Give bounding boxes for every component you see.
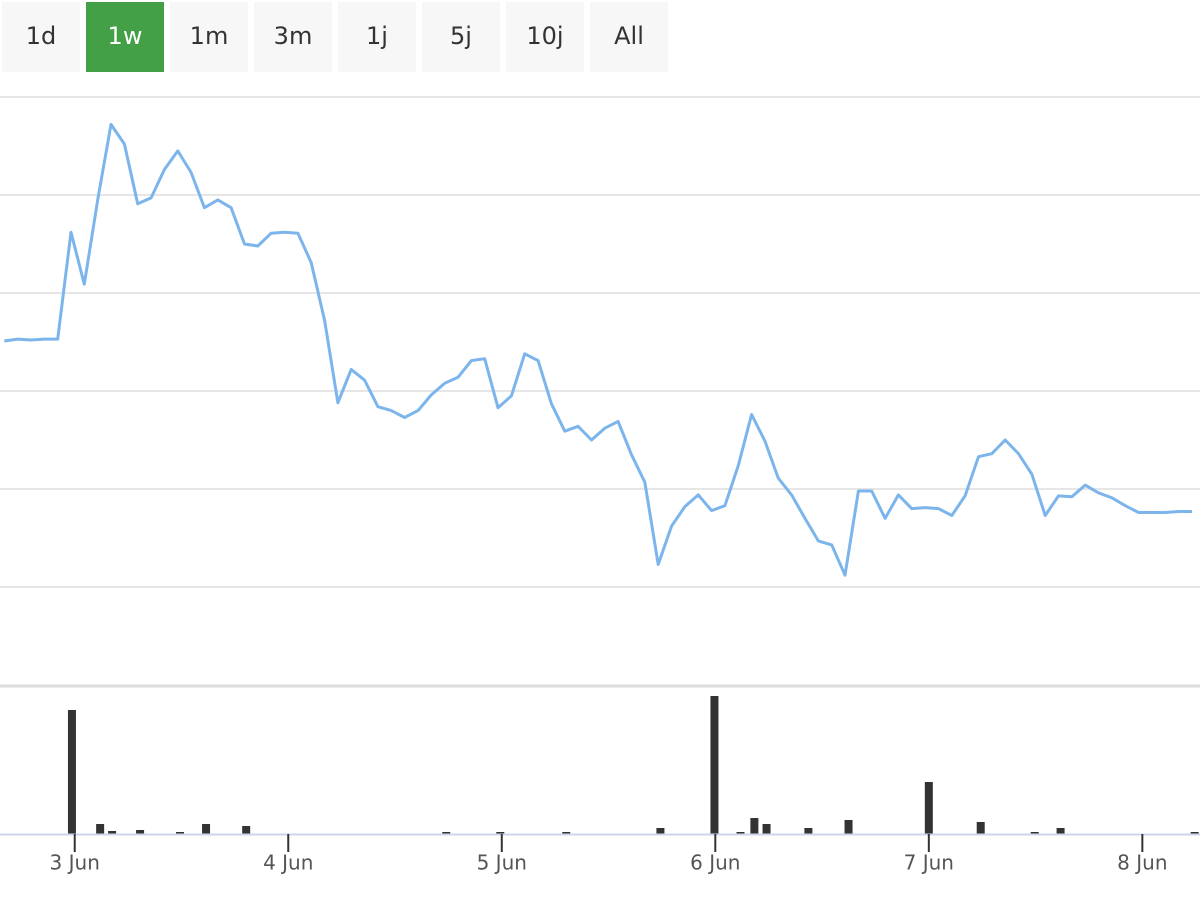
x-tick-label: 3 Jun <box>50 851 100 875</box>
volume-bar <box>656 828 665 834</box>
range-button[interactable] <box>254 2 332 72</box>
x-tick-label: 8 Jun <box>1117 851 1167 875</box>
range-button[interactable] <box>590 2 668 72</box>
range-button[interactable] <box>338 2 416 72</box>
price-line <box>4 122 1192 577</box>
volume-bar <box>924 782 933 834</box>
range-button-label[interactable]: 1w <box>108 22 143 50</box>
volume-bar <box>804 828 813 834</box>
range-button[interactable] <box>422 2 500 72</box>
volume-bar <box>96 824 105 834</box>
range-button[interactable] <box>506 2 584 72</box>
volume-bar <box>496 832 505 834</box>
range-button[interactable] <box>170 2 248 72</box>
x-tick-label: 4 Jun <box>263 851 313 875</box>
range-button-label[interactable]: 10j <box>526 22 563 50</box>
volume-bar <box>562 832 571 834</box>
x-tick-label: 5 Jun <box>477 851 527 875</box>
range-button[interactable] <box>86 2 164 72</box>
volume-bar <box>762 824 771 834</box>
volume-bar <box>136 830 145 834</box>
range-button-label[interactable]: All <box>614 22 644 50</box>
range-button[interactable] <box>2 2 80 72</box>
volume-bar <box>844 820 853 834</box>
range-button-label[interactable]: 3m <box>274 22 313 50</box>
volume-bar <box>442 832 451 834</box>
volume-bar <box>736 832 745 834</box>
range-button-label[interactable]: 1j <box>366 22 388 50</box>
x-tick-label: 7 Jun <box>904 851 954 875</box>
volume-bar <box>750 818 759 834</box>
volume-bar <box>242 826 251 834</box>
volume-bar <box>976 822 985 834</box>
volume-bar <box>176 832 184 834</box>
volume-bar <box>1190 832 1199 834</box>
range-button-label[interactable]: 1m <box>190 22 229 50</box>
volume-bar <box>108 831 117 834</box>
volume-bar <box>710 696 719 834</box>
range-button-label[interactable]: 1d <box>26 22 57 50</box>
volume-bar <box>202 824 211 834</box>
volume-bar <box>67 710 76 834</box>
volume-bar <box>1030 832 1039 834</box>
x-tick-label: 6 Jun <box>690 851 740 875</box>
range-button-label[interactable]: 5j <box>450 22 472 50</box>
volume-bar <box>1056 828 1065 834</box>
